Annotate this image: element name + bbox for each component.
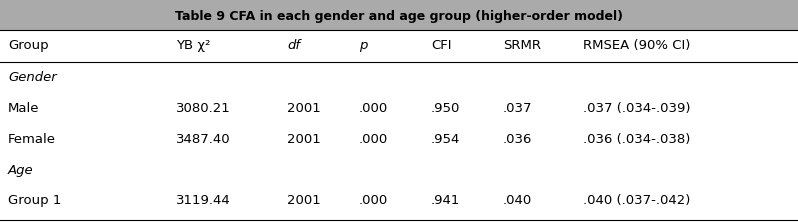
Text: .036 (.034-.038): .036 (.034-.038) bbox=[583, 133, 690, 146]
FancyBboxPatch shape bbox=[0, 0, 798, 30]
Text: .941: .941 bbox=[431, 194, 460, 207]
Text: 2001: 2001 bbox=[287, 133, 321, 146]
Text: YB χ²: YB χ² bbox=[176, 39, 210, 52]
Text: .040 (.037-.042): .040 (.037-.042) bbox=[583, 194, 690, 207]
Text: Female: Female bbox=[8, 133, 56, 146]
Text: CFI: CFI bbox=[431, 39, 452, 52]
Text: .950: .950 bbox=[431, 102, 460, 115]
Text: .040: .040 bbox=[503, 194, 532, 207]
Text: .036: .036 bbox=[503, 133, 532, 146]
Text: RMSEA (90% CI): RMSEA (90% CI) bbox=[583, 39, 690, 52]
Text: SRMR: SRMR bbox=[503, 39, 541, 52]
Text: 3487.40: 3487.40 bbox=[176, 133, 230, 146]
Text: Group 1: Group 1 bbox=[8, 194, 61, 207]
Text: Gender: Gender bbox=[8, 71, 57, 84]
Text: .000: .000 bbox=[359, 133, 389, 146]
Text: .037 (.034-.039): .037 (.034-.039) bbox=[583, 102, 690, 115]
Text: 2001: 2001 bbox=[287, 102, 321, 115]
Text: 3119.44: 3119.44 bbox=[176, 194, 231, 207]
Text: .000: .000 bbox=[359, 102, 389, 115]
Text: 2001: 2001 bbox=[287, 194, 321, 207]
Text: Age: Age bbox=[8, 164, 34, 177]
Text: .000: .000 bbox=[359, 194, 389, 207]
Text: .037: .037 bbox=[503, 102, 532, 115]
Text: 3080.21: 3080.21 bbox=[176, 102, 231, 115]
Text: .954: .954 bbox=[431, 133, 460, 146]
Text: Group: Group bbox=[8, 39, 49, 52]
Text: p: p bbox=[359, 39, 367, 52]
Text: Table 9 CFA in each gender and age group (higher-order model): Table 9 CFA in each gender and age group… bbox=[175, 10, 623, 23]
Text: Male: Male bbox=[8, 102, 39, 115]
Text: df: df bbox=[287, 39, 300, 52]
